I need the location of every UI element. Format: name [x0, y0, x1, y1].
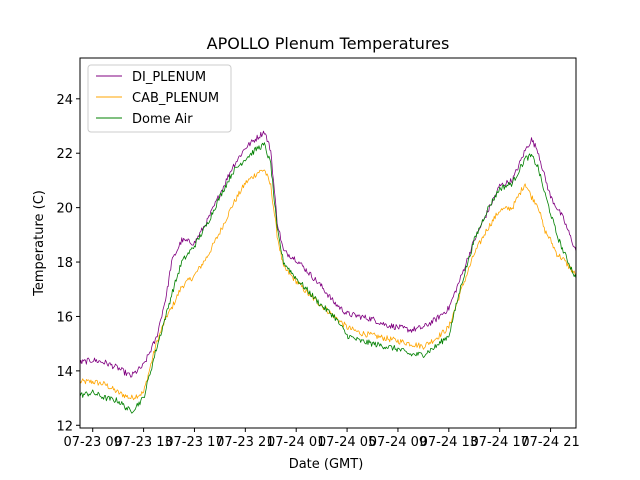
x-tick-label: 07-23 09 — [63, 435, 121, 450]
series-group — [80, 130, 576, 414]
y-tick-label: 22 — [56, 147, 73, 162]
y-tick-label: 20 — [56, 202, 73, 217]
x-tick-label: 07-24 09 — [369, 435, 427, 450]
y-axis: 12 14 16 18 20 22 24 — [56, 93, 80, 434]
x-tick-label: 07-24 01 — [267, 435, 325, 450]
legend-label: Dome Air — [132, 112, 193, 127]
y-axis-label: Temperature (C) — [32, 190, 47, 297]
x-axis-label: Date (GMT) — [289, 457, 364, 472]
series-line-di-plenum — [80, 130, 576, 378]
y-tick-label: 18 — [56, 256, 73, 271]
x-tick-label: 07-24 13 — [420, 435, 478, 450]
series-line-dome-air — [80, 142, 576, 414]
x-tick-label: 07-24 05 — [318, 435, 376, 450]
y-tick-label: 12 — [56, 419, 73, 434]
plot-frame — [79, 57, 577, 429]
x-tick-label: 07-24 21 — [521, 435, 579, 450]
x-tick-label: 07-23 13 — [114, 435, 172, 450]
y-tick-label: 14 — [56, 365, 73, 380]
legend-box — [87, 64, 232, 133]
x-tick-label: 07-23 17 — [165, 435, 223, 450]
plot-area — [79, 57, 577, 429]
y-tick-label: 16 — [56, 310, 73, 325]
legend: DI_PLENUM CAB_PLENUM Dome Air — [87, 64, 232, 133]
x-tick-label: 07-24 17 — [470, 435, 528, 450]
chart-title: APOLLO Plenum Temperatures — [207, 34, 450, 53]
y-tick-label: 24 — [56, 93, 73, 108]
legend-label: DI_PLENUM — [132, 70, 206, 85]
x-tick-label: 07-23 21 — [216, 435, 274, 450]
legend-label: CAB_PLENUM — [132, 91, 219, 106]
